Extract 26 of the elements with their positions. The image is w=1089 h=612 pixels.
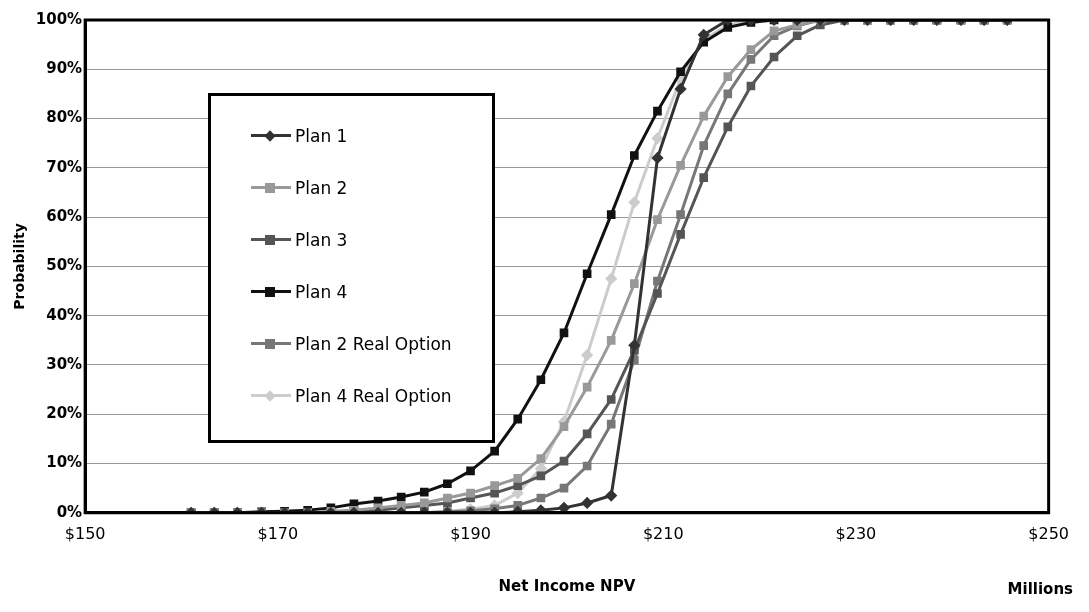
y-tick-label: 90% [46,59,83,78]
legend-label: Plan 2 [295,178,348,198]
y-tick-label: 100% [35,9,83,28]
y-tick-label: 20% [46,404,83,423]
x-tick-label: $250 [1028,523,1069,543]
legend-label: Plan 4 [295,282,348,302]
text: Millions [1007,579,1074,598]
y-tick-label: 10% [46,453,83,472]
x-tick-label: $190 [450,523,491,543]
y-tick-label: 50% [46,256,83,275]
x-axis-title: Net Income NPV [498,576,636,595]
legend-label: Plan 2 Real Option [295,334,452,354]
y-tick-label: 30% [46,354,83,373]
y-tick-label: 0% [56,502,83,521]
x-tick-label: $230 [835,523,877,543]
x-tick-label: $170 [257,523,299,543]
y-tick-label: 80% [46,108,83,127]
legend-label: Plan 4 Real Option [295,386,452,406]
y-axis-title: Probability [11,223,28,310]
legend-label: Plan 1 [295,126,348,146]
y-tick-label: 70% [46,157,83,176]
legend-label: Plan 3 [295,230,348,250]
x-tick-label: $150 [64,523,106,543]
x-tick-label: $210 [642,523,684,543]
y-tick-label: 60% [46,207,83,226]
y-tick-label: 40% [46,305,83,324]
